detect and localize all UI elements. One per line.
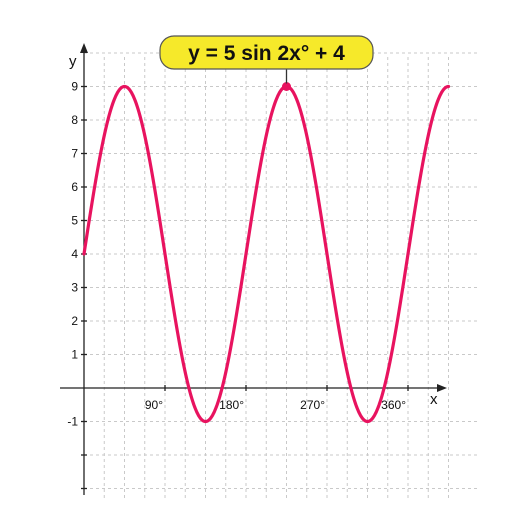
y-tick-label: 3 — [71, 281, 78, 295]
equation-box — [159, 35, 374, 70]
x-tick-label: 360° — [381, 398, 406, 412]
sine-curve — [82, 84, 451, 424]
y-tick-label: 7 — [71, 147, 78, 161]
x-tick-label: 90° — [145, 398, 163, 412]
grid — [84, 52, 479, 499]
x-axis-label: x — [430, 391, 438, 408]
annotated-point — [282, 82, 291, 91]
x-tick-label: 180° — [219, 398, 244, 412]
equation-annotation: y = 5 sin 2x° + 4 — [159, 35, 374, 91]
y-tick-label: 2 — [71, 314, 78, 328]
y-tick-label: -1 — [67, 415, 78, 429]
y-tick-label: 9 — [71, 80, 78, 94]
y-tick-label: 5 — [71, 214, 78, 228]
y-tick-label: 8 — [71, 113, 78, 127]
axes: xy — [60, 43, 447, 495]
y-tick-label: 4 — [71, 247, 78, 261]
y-tick-label: 1 — [71, 348, 78, 362]
tick-labels: -1 1 2 3 4 5 6 7 8 9 90° 180° 270° 360° — [67, 80, 409, 490]
y-tick-label: 6 — [71, 180, 78, 194]
x-tick-label: 270° — [300, 398, 325, 412]
x-axis-arrow-icon — [437, 384, 447, 392]
y-axis-label: y — [69, 53, 77, 70]
y-axis-arrow-icon — [80, 43, 88, 53]
series-layer — [82, 84, 451, 424]
equation-label: y = 5 sin 2x° + 4 — [188, 42, 345, 65]
